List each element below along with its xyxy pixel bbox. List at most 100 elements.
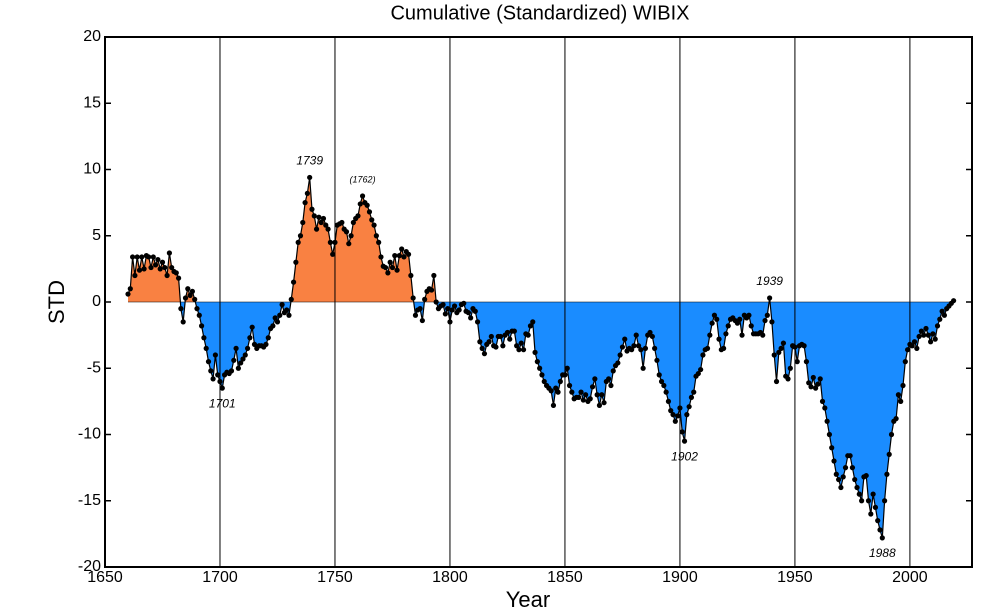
data-point: [932, 336, 938, 342]
data-point: [330, 251, 336, 257]
data-point: [767, 295, 773, 301]
data-point: [129, 254, 136, 260]
data-point: [514, 343, 520, 349]
data-point: [307, 174, 313, 181]
data-point: [152, 262, 159, 268]
data-point: [210, 376, 216, 382]
data-point: [355, 213, 361, 219]
y-tick-label: 20: [83, 28, 101, 45]
data-point: [734, 320, 741, 326]
data-point: [700, 352, 706, 358]
data-point: [746, 312, 752, 318]
data-point: [300, 219, 306, 226]
data-point: [681, 438, 688, 444]
x-tick-label: 1900: [662, 569, 698, 586]
data-point: [309, 206, 315, 212]
data-point: [493, 344, 499, 350]
x-tick-label: 1650: [87, 569, 123, 586]
data-point: [433, 299, 439, 305]
data-point: [916, 333, 922, 340]
data-point: [228, 368, 235, 374]
data-point: [652, 345, 658, 351]
y-axis-label: STD: [44, 280, 69, 324]
data-point: [527, 323, 534, 329]
data-point: [293, 259, 299, 265]
data-point: [580, 397, 586, 403]
data-point: [442, 311, 448, 317]
data-point: [371, 222, 377, 228]
data-point: [419, 317, 425, 324]
data-point: [343, 229, 350, 235]
data-point: [569, 389, 575, 395]
data-point: [166, 250, 172, 256]
data-point: [461, 300, 467, 306]
data-point: [557, 378, 563, 385]
data-point: [599, 392, 605, 398]
data-point: [288, 296, 294, 302]
data-point: [923, 325, 929, 332]
data-point: [180, 319, 186, 325]
data-point: [132, 272, 138, 279]
data-point: [212, 352, 218, 358]
data-point: [155, 257, 161, 263]
y-tick-label: 0: [92, 293, 101, 310]
data-point: [905, 347, 911, 353]
data-point: [525, 332, 531, 338]
data-point: [410, 295, 416, 301]
annotation: 1988: [869, 546, 896, 560]
data-point: [831, 458, 837, 464]
data-point: [311, 213, 317, 219]
annotation: 1739: [296, 154, 323, 168]
data-point: [642, 345, 649, 351]
data-point: [445, 306, 451, 312]
data-point: [668, 408, 674, 414]
data-point: [134, 254, 140, 260]
data-point: [817, 376, 823, 382]
data-point: [794, 359, 800, 365]
data-point: [511, 328, 517, 334]
data-point: [198, 323, 205, 329]
data-point: [189, 288, 195, 294]
data-point: [548, 388, 554, 394]
data-point: [886, 451, 892, 457]
positive-area: [127, 177, 954, 302]
data-point: [346, 241, 352, 247]
data-point: [629, 347, 635, 353]
data-point: [203, 345, 209, 351]
data-point: [325, 226, 331, 232]
data-point: [449, 307, 455, 313]
data-point: [249, 324, 255, 330]
data-point: [196, 312, 202, 318]
annotation: 1939: [756, 274, 783, 288]
data-point: [663, 389, 669, 395]
data-point: [631, 343, 637, 349]
data-point: [302, 200, 308, 206]
x-tick-label: 1800: [432, 569, 468, 586]
data-point: [146, 254, 152, 260]
data-point: [396, 253, 402, 259]
data-point: [686, 404, 692, 410]
data-point: [849, 465, 856, 471]
data-point: [541, 378, 547, 385]
data-point: [725, 323, 731, 329]
data-point: [348, 233, 354, 239]
data-point: [884, 471, 890, 477]
data-point: [127, 286, 133, 292]
data-point: [721, 345, 727, 351]
data-point: [394, 267, 400, 273]
data-point: [840, 474, 846, 480]
data-point: [364, 202, 370, 208]
data-point: [327, 239, 333, 245]
x-axis-label: Year: [506, 587, 550, 612]
data-point: [201, 335, 207, 341]
data-point: [658, 378, 665, 385]
data-point: [672, 418, 678, 424]
data-point: [539, 372, 545, 378]
data-point: [550, 402, 557, 408]
data-point: [456, 307, 462, 313]
data-point: [192, 296, 198, 302]
data-point: [594, 392, 600, 398]
data-point: [332, 239, 338, 245]
data-point: [465, 310, 471, 316]
data-point: [803, 359, 810, 365]
